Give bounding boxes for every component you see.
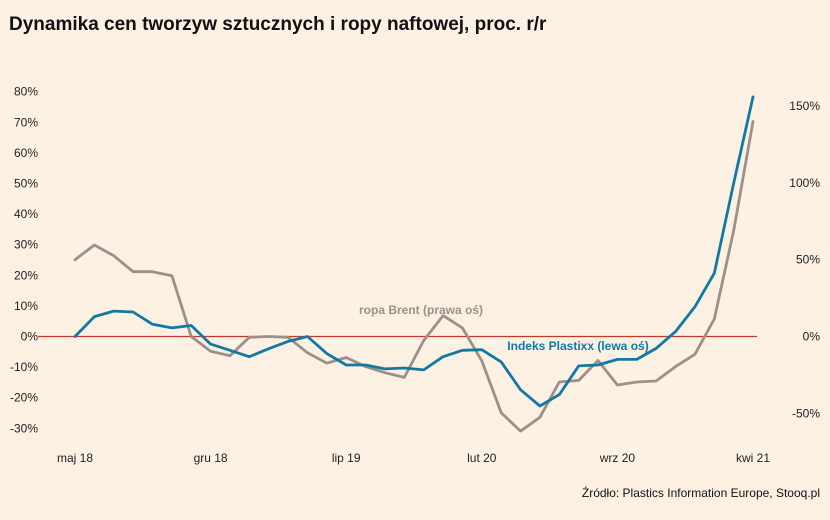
series-line-brent [73, 120, 755, 433]
x-axis-tick-label: lip 19 [332, 451, 361, 465]
brent-series-label: ropa Brent (prawa oś) [359, 303, 483, 317]
right-axis-tick-label: 0% [803, 330, 821, 344]
left-axis-tick-label: 40% [14, 207, 38, 221]
left-axis-tick-label: -10% [10, 360, 38, 374]
left-axis-tick-label: 30% [14, 238, 38, 252]
left-axis-tick-label: -20% [10, 391, 38, 405]
left-axis-tick-label: 80% [14, 85, 38, 99]
source-note: Źródło: Plastics Information Europe, Sto… [581, 486, 820, 500]
plastixx-series-label: Indeks Plastixx (lewa oś) [507, 339, 648, 353]
right-axis-tick-label: -50% [792, 406, 820, 420]
x-axis-tick-label: kwi 21 [736, 451, 770, 465]
x-axis-tick-label: gru 18 [194, 451, 228, 465]
right-axis-tick-label: 50% [796, 253, 820, 267]
left-axis-tick-label: 70% [14, 115, 38, 129]
left-axis-tick-label: 50% [14, 177, 38, 191]
chart-title: Dynamika cen tworzyw sztucznych i ropy n… [9, 14, 547, 35]
left-axis-tick-label: 10% [14, 299, 38, 313]
x-axis-tick-label: lut 20 [467, 451, 497, 465]
series-line-plastixx [73, 95, 755, 408]
left-axis-tick-label: 20% [14, 268, 38, 282]
right-axis-tick-label: 150% [789, 99, 820, 113]
left-axis-tick-label: -30% [10, 421, 38, 435]
x-axis-tick-label: maj 18 [57, 451, 93, 465]
left-axis-tick-label: 0% [21, 330, 39, 344]
x-axis-tick-label: wrz 20 [599, 451, 636, 465]
left-axis-tick-label: 60% [14, 146, 38, 160]
right-axis-tick-label: 100% [789, 176, 820, 190]
